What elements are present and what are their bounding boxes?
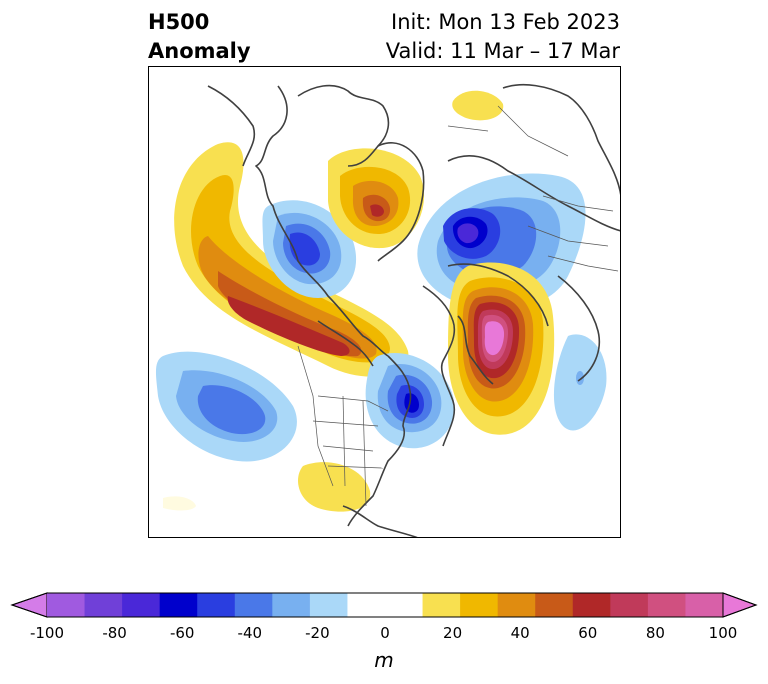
colorbar-cell bbox=[347, 593, 386, 617]
title-field: H500 bbox=[148, 10, 210, 34]
colorbar-cell bbox=[535, 593, 574, 617]
eastern-low bbox=[553, 334, 607, 431]
title-type: Anomaly bbox=[148, 39, 251, 63]
colorbar-cell bbox=[122, 593, 161, 617]
coastlines bbox=[207, 83, 621, 538]
colorbar-tick-label: -40 bbox=[237, 624, 263, 642]
pacific-low bbox=[155, 351, 297, 462]
colorbar-unit: m bbox=[374, 648, 394, 672]
colorbar-tick-label: 20 bbox=[443, 624, 463, 642]
colorbar-cell bbox=[572, 593, 611, 617]
borders bbox=[297, 105, 619, 507]
colorbar-tick-label: 0 bbox=[380, 624, 390, 642]
colorbar-cell bbox=[159, 593, 198, 617]
colorbar-tick-label: -100 bbox=[29, 624, 65, 642]
colorbar-cell bbox=[385, 593, 424, 617]
arctic-ridge bbox=[452, 90, 504, 121]
colorbar-tick-label: 40 bbox=[510, 624, 530, 642]
colorbar-cell bbox=[685, 593, 724, 617]
colorbar-cell bbox=[647, 593, 686, 617]
colorbar-cell bbox=[497, 593, 536, 617]
colorbar-tick-label: 80 bbox=[645, 624, 665, 642]
northwest-low bbox=[262, 200, 357, 298]
colorbar-tick-label: 100 bbox=[708, 624, 738, 642]
valid-range: Valid: 11 Mar – 17 Mar bbox=[385, 39, 620, 63]
european-ridge bbox=[448, 262, 555, 435]
colorbar-cell bbox=[460, 593, 499, 617]
anomaly-map bbox=[148, 66, 621, 538]
colorbar-cell bbox=[610, 593, 649, 617]
colorbar-cell bbox=[309, 593, 348, 617]
colorbar-ticks: -100 -80 -60 -40 -20 0 20 40 60 80 100 bbox=[0, 624, 768, 644]
colorbar-tick-label: -80 bbox=[102, 624, 127, 642]
colorbar-cell bbox=[84, 593, 123, 617]
colorbar-cell bbox=[197, 593, 236, 617]
colorbar-tick-label: -60 bbox=[169, 624, 195, 642]
colorbar-cell bbox=[234, 593, 273, 617]
pacific-ridge bbox=[174, 142, 409, 377]
gulf-ridge bbox=[163, 462, 371, 512]
map-title: H500 Anomaly bbox=[148, 8, 251, 66]
greenland-ridge bbox=[328, 148, 425, 249]
colorbar bbox=[10, 592, 758, 618]
colorbar-tick-label: 60 bbox=[578, 624, 598, 642]
colorbar-extend-min bbox=[10, 592, 48, 618]
colorbar-tick-label: -20 bbox=[305, 624, 330, 642]
map-dates: Init: Mon 13 Feb 2023 Valid: 11 Mar – 17… bbox=[386, 8, 620, 66]
colorbar-cell bbox=[272, 593, 311, 617]
init-date: Init: Mon 13 Feb 2023 bbox=[391, 10, 620, 34]
colorbar-extend-max bbox=[722, 592, 758, 618]
colorbar-cell bbox=[422, 593, 461, 617]
colorbar-cell bbox=[47, 593, 86, 617]
